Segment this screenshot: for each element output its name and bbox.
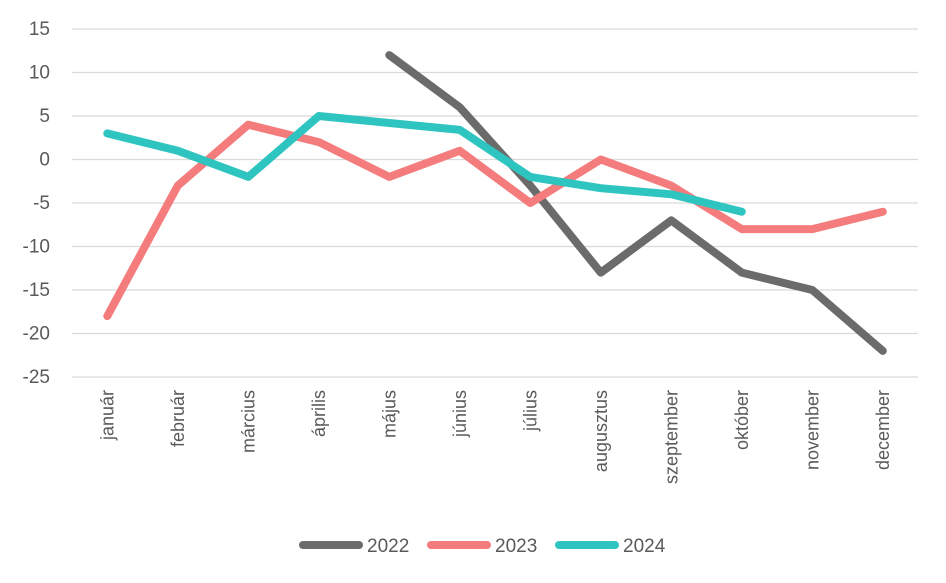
series-line-2022 xyxy=(385,51,887,355)
legend-label-2024: 2024 xyxy=(623,536,666,557)
y-tick-label: -15 xyxy=(23,280,50,301)
y-tick-label: -25 xyxy=(23,367,50,388)
x-axis-ticks: január február március április május június jú… xyxy=(97,390,893,484)
y-tick-label: -20 xyxy=(23,324,50,345)
y-tick-label: 0 xyxy=(39,150,50,171)
x-tick-label: június xyxy=(450,390,470,438)
x-tick-label: március xyxy=(238,390,258,453)
x-tick-label: február xyxy=(168,390,188,447)
y-tick-label: 15 xyxy=(29,19,50,40)
x-tick-label: április xyxy=(309,390,329,437)
y-tick-label: 10 xyxy=(29,63,50,84)
y-tick-label: -10 xyxy=(23,237,50,258)
x-tick-label: január xyxy=(97,390,117,441)
x-tick-label: december xyxy=(873,390,893,470)
legend-label-2023: 2023 xyxy=(495,536,537,557)
series-line-2023 xyxy=(103,120,887,321)
legend: 2022 2023 2024 xyxy=(299,536,666,557)
x-tick-label: május xyxy=(379,390,399,438)
y-axis-ticks: 15 10 5 0 -5 -10 -15 -20 -25 xyxy=(23,19,50,388)
x-tick-label: szeptember xyxy=(661,390,681,484)
series-lines xyxy=(103,51,887,355)
y-tick-label: -5 xyxy=(33,193,50,214)
x-tick-label: július xyxy=(520,390,540,432)
x-tick-label: október xyxy=(732,390,752,450)
y-tick-label: 5 xyxy=(39,106,50,127)
x-tick-label: november xyxy=(802,390,822,470)
x-tick-label: augusztus xyxy=(591,390,611,472)
series-line-2024 xyxy=(103,112,746,216)
legend-label-2022: 2022 xyxy=(367,536,409,557)
gridlines xyxy=(72,28,918,378)
